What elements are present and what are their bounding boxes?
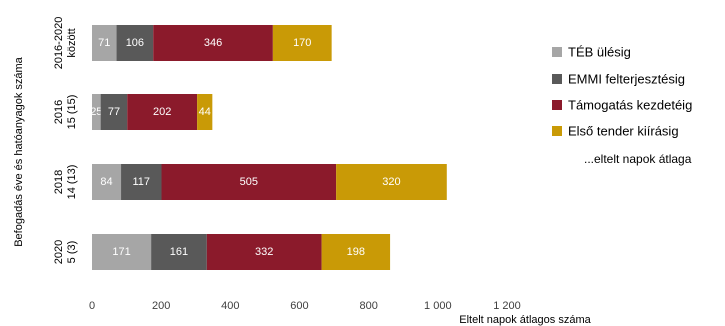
- bar-segment: [206, 234, 322, 270]
- bar-segment: [92, 94, 101, 130]
- bar-value-label: 202: [153, 106, 171, 118]
- category-label: 201615 (15): [53, 95, 78, 130]
- bar-value-label: 117: [133, 176, 151, 188]
- bar-segment: [121, 164, 162, 200]
- bar-segment: [272, 25, 332, 61]
- bar-segment: [127, 94, 198, 130]
- bar-segment: [153, 25, 273, 61]
- legend-label: EMMI felterjesztésig: [568, 72, 685, 87]
- x-tick-label: 800: [359, 300, 377, 312]
- y-axis-title: Befogadás éve és hatóanyagok száma: [13, 56, 25, 246]
- bar-value-label: 71: [98, 37, 110, 49]
- bar-value-label: 346: [204, 37, 222, 49]
- legend-swatch: [552, 126, 562, 136]
- bar-segment: [161, 164, 337, 200]
- bar-value-label: 106: [126, 37, 144, 49]
- bar-segment: [321, 234, 391, 270]
- bar-value-label: 77: [108, 106, 120, 118]
- bar-segment: [92, 25, 117, 61]
- bar-stacks: 71 106 346 170 25 77 202 44 84 117 505 320 171 161 332…: [90, 25, 447, 270]
- x-tick-label: 0: [89, 300, 95, 312]
- category-labels: 2016-2020között 201615 (15) 201814 (13) 202…: [53, 17, 78, 265]
- bar-segment: [100, 94, 128, 130]
- y-axis-title-text: Befogadás éve és hatóanyagok száma: [13, 56, 25, 246]
- x-tick-label: 1 200: [493, 300, 521, 312]
- bar-value-label: 198: [347, 246, 365, 258]
- bar-value-label: 25: [90, 106, 102, 118]
- bar-segment: [151, 234, 207, 270]
- legend-swatch: [552, 74, 562, 84]
- category-label: 2016-2020között: [53, 17, 78, 70]
- x-axis-title: Eltelt napok átlagos száma: [459, 314, 591, 326]
- bar-value-label: 171: [112, 246, 130, 258]
- legend-label: Támogatás kezdetéig: [568, 98, 692, 113]
- legend-swatch: [552, 47, 562, 57]
- bar-segment: [92, 164, 122, 200]
- bar-segment: [92, 234, 152, 270]
- legend-swatch: [552, 100, 562, 110]
- bar-value-label: 332: [255, 246, 273, 258]
- x-axis-ticks: 0 200 400 600 800 1 000 1 200: [89, 300, 521, 312]
- bar-value-label: 505: [240, 176, 258, 188]
- x-tick-label: 1 000: [424, 300, 452, 312]
- bar-segment: [197, 94, 213, 130]
- legend-note: ...eltelt napok átlaga: [584, 152, 692, 166]
- bar-value-label: 170: [293, 37, 311, 49]
- bar-value-label: 44: [199, 106, 211, 118]
- bar-segment: [336, 164, 447, 200]
- bar-segment: [116, 25, 154, 61]
- x-tick-label: 400: [221, 300, 239, 312]
- x-tick-label: 600: [290, 300, 308, 312]
- legend-label: Első tender kiírásig: [568, 124, 679, 139]
- legend-label: TÉB ülésig: [568, 45, 631, 60]
- category-label: 201814 (13): [53, 165, 78, 200]
- bar-value-label: 320: [382, 176, 400, 188]
- x-tick-label: 200: [152, 300, 170, 312]
- bar-value-label: 84: [100, 176, 112, 188]
- legend: TÉB ülésig EMMI felterjesztésig Támogatás …: [552, 45, 692, 139]
- bar-value-label: 161: [170, 246, 188, 258]
- category-label: 20205 (3): [53, 240, 78, 264]
